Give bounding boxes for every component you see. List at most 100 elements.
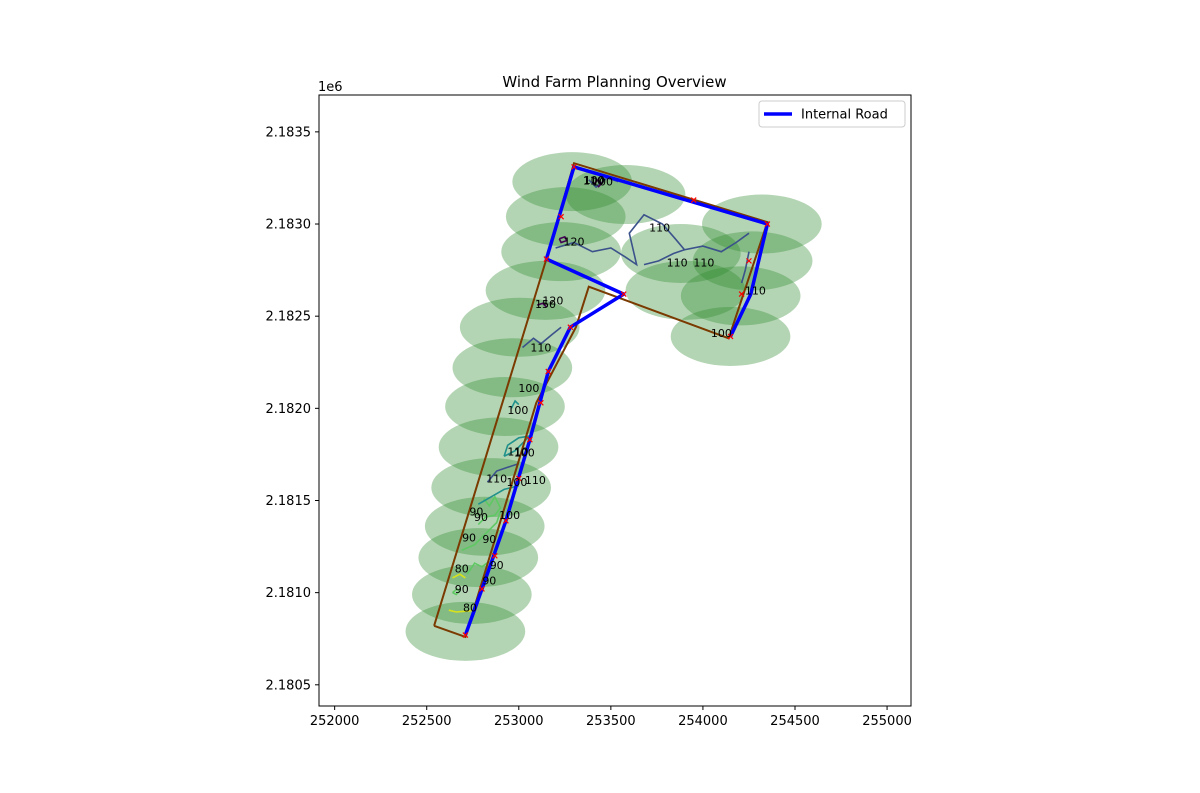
contour-label-22: 90: [462, 531, 476, 544]
contour-label-24: 90: [490, 559, 504, 572]
turbine-marker-3: [502, 517, 509, 524]
x-tick-label-5: 254500: [770, 714, 820, 729]
contour-line-110-9: [486, 462, 520, 483]
contour-label-11: 110: [530, 342, 551, 355]
y-tick-label-1: 2.1810: [266, 586, 312, 601]
turbine-marker-2: [491, 552, 498, 559]
wake-ellipse-8: [459, 297, 580, 357]
turbine-marker-15: [746, 257, 752, 264]
contour-label-7: 110: [745, 284, 766, 297]
contour-label-26: 90: [482, 575, 496, 588]
legend: Internal Road: [758, 100, 906, 128]
contour-line-90-5: [466, 560, 490, 575]
contour-label-12: 100: [518, 382, 539, 395]
contour-line-110-13: [643, 249, 685, 266]
contour-label-27: 90: [455, 583, 469, 596]
wake-ellipse-12: [501, 222, 621, 282]
contour-line-120-15: [558, 235, 568, 244]
contour-line-110-12: [555, 213, 750, 267]
turbine-marker-11: [558, 213, 565, 220]
wake-ellipse-3: [424, 496, 545, 556]
contour-label-28: 80: [463, 601, 477, 614]
wake-ellipse-5: [438, 417, 559, 477]
contour-label-14: 110: [507, 446, 528, 459]
contour-label-20: 90: [474, 511, 488, 524]
contour-line-80-0: [448, 609, 475, 613]
wake-ellipse-2: [418, 528, 539, 588]
y-tick-label-4: 2.1825: [266, 310, 312, 325]
legend-label-0: Internal Road: [801, 108, 888, 123]
contour-label-10: 100: [711, 327, 732, 340]
contour-label-18: 110: [525, 474, 546, 487]
contour-label-6: 110: [693, 257, 714, 270]
contour-label-1: 100: [592, 176, 613, 189]
y-tick-label-2: 2.1815: [266, 494, 312, 509]
axes: 252000 252500 253000 253500 254000 254500 2550…: [266, 94, 912, 729]
wake-ellipse-10: [505, 187, 626, 247]
turbine-marker-10: [543, 256, 550, 262]
x-tick-label-3: 253500: [586, 714, 636, 729]
x-tick-label-1: 252500: [402, 714, 452, 729]
wake-ellipse-1: [411, 565, 532, 624]
contour-line-100-6: [503, 434, 533, 458]
contour-label-0: 100: [584, 174, 605, 187]
turbine-marker-16: [738, 291, 745, 297]
x-tick-label-2: 253000: [494, 714, 544, 729]
turbine-marker-0: [462, 632, 469, 638]
y-tick-label-5: 2.1830: [266, 218, 312, 233]
contour-label-19: 90: [469, 506, 483, 519]
wake-ellipse-17: [680, 266, 801, 326]
turbine-marker-4: [515, 475, 522, 482]
turbine-marker-12: [571, 163, 577, 170]
y-tick-label-0: 2.1805: [266, 678, 312, 693]
wake-ellipse-18: [692, 231, 813, 291]
contour-line-90-4: [477, 495, 502, 526]
contour-label-5: 110: [667, 257, 688, 270]
x-tick-label-0: 252000: [310, 714, 360, 729]
turbine-marker-17: [727, 333, 734, 340]
contour-line-110-14: [740, 251, 750, 284]
contour-label-13: 100: [507, 404, 528, 417]
contour-label-16: 110: [486, 472, 507, 485]
internal-road: [463, 165, 770, 636]
contour-label-4: 120: [564, 236, 585, 249]
contour-label-2: 110: [583, 175, 604, 188]
contour-label-17: 100: [506, 476, 527, 489]
contour-label-21: 100: [499, 509, 520, 522]
contour-label-15: 100: [514, 447, 535, 460]
contour-label-25: 80: [455, 563, 469, 576]
contour-line-80-1: [452, 573, 466, 579]
turbine-marker-6: [537, 399, 544, 406]
turbine-marker-9: [620, 291, 627, 297]
legend-box: [758, 100, 906, 128]
wake-ellipse-13: [565, 165, 686, 225]
wake-ellipse-9: [485, 260, 606, 320]
contour-line-120-17: [593, 178, 603, 188]
contour-label-8: 120: [542, 295, 563, 308]
turbine-marker-1: [479, 586, 485, 592]
contour-label-3: 110: [649, 222, 670, 235]
contour-label-23: 90: [482, 533, 496, 546]
wake-ellipse-14: [620, 224, 741, 283]
x-tick-label-6: 255000: [862, 714, 912, 729]
turbine-marker-14: [764, 221, 771, 227]
turbine-marker-7: [545, 368, 552, 375]
contour-line-90-2: [452, 588, 462, 596]
turbine-marker-13: [690, 197, 697, 203]
contour-label-9: 150: [535, 298, 556, 311]
y-offset-label: 1e6: [318, 80, 343, 95]
axes-frame: [318, 94, 912, 707]
contour-line-100-7: [510, 399, 520, 409]
contour-line-120-16: [536, 302, 547, 308]
turbine-marker-8: [567, 324, 574, 331]
wake-ellipse-11: [512, 152, 633, 212]
x-tick-label-4: 254000: [678, 714, 728, 729]
contour-line-110-10: [521, 326, 562, 349]
chart-title: Wind Farm Planning Overview: [502, 73, 726, 91]
y-tick-label-6: 2.1835: [266, 125, 312, 140]
y-tick-label-3: 2.1820: [266, 402, 312, 417]
turbine-marker-5: [526, 436, 533, 443]
